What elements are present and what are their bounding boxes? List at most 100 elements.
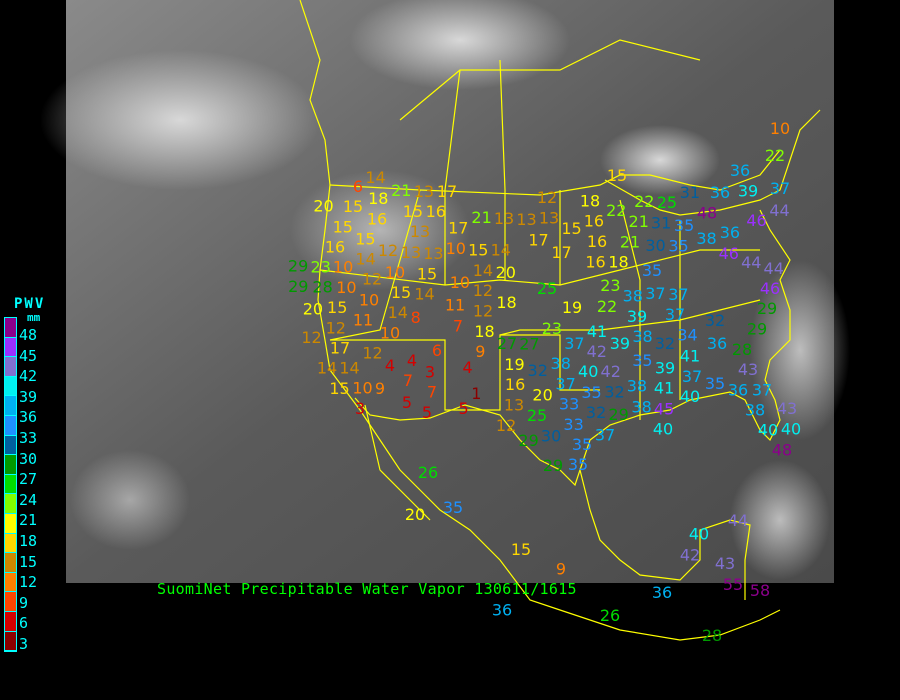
station-pwv-value: 18 <box>608 253 628 272</box>
clouds <box>40 0 850 580</box>
station-pwv-value: 44 <box>769 201 789 220</box>
station-pwv-value: 14 <box>473 261 493 280</box>
color-scale-bar <box>4 317 17 653</box>
color-swatch <box>5 357 16 377</box>
station-pwv-value: 32 <box>655 334 675 353</box>
station-pwv-value: 15 <box>327 298 347 317</box>
station-pwv-value: 46 <box>719 244 739 263</box>
station-pwv-value: 10 <box>352 379 372 398</box>
station-pwv-value: 1 <box>471 384 481 403</box>
station-pwv-value: 39 <box>610 334 630 353</box>
station-pwv-value: 46 <box>746 211 766 230</box>
station-pwv-value: 42 <box>601 362 621 381</box>
station-pwv-value: 22 <box>606 201 626 220</box>
station-pwv-value: 7 <box>427 383 437 402</box>
station-pwv-value: 4 <box>407 351 417 370</box>
station-pwv-value: 10 <box>450 273 470 292</box>
station-pwv-value: 43 <box>715 554 735 573</box>
station-pwv-value: 20 <box>405 505 425 524</box>
station-pwv-value: 32 <box>705 311 725 330</box>
station-pwv-value: 37 <box>665 305 685 324</box>
station-pwv-value: 32 <box>586 403 606 422</box>
station-pwv-value: 14 <box>491 241 511 260</box>
station-pwv-value: 13 <box>410 222 430 241</box>
station-pwv-value: 36 <box>652 583 672 602</box>
legend-tick: 48 <box>19 326 38 344</box>
station-pwv-value: 10 <box>333 258 353 277</box>
station-pwv-value: 15 <box>333 217 353 236</box>
station-pwv-value: 13 <box>494 209 514 228</box>
station-pwv-value: 38 <box>627 377 647 396</box>
legend-tick: 6 <box>19 614 29 633</box>
station-pwv-value: 3 <box>355 399 365 418</box>
station-pwv-value: 14 <box>388 303 408 322</box>
legend-tick: 27 <box>19 470 38 489</box>
station-pwv-value: 17 <box>528 231 548 250</box>
station-pwv-value: 48 <box>772 441 792 460</box>
color-swatch <box>5 592 16 612</box>
station-pwv-value: 13 <box>516 210 536 229</box>
station-pwv-value: 37 <box>682 367 702 386</box>
station-pwv-value: 13 <box>423 244 443 263</box>
legend-tick: 30 <box>19 449 38 468</box>
station-pwv-value: 8 <box>411 308 421 327</box>
color-swatch <box>5 631 16 652</box>
station-pwv-value: 13 <box>504 396 524 415</box>
station-pwv-value: 32 <box>604 383 624 402</box>
station-pwv-value: 14 <box>355 250 375 269</box>
station-pwv-value: 40 <box>758 421 778 440</box>
color-swatch <box>5 337 16 358</box>
station-pwv-value: 40 <box>781 420 801 439</box>
legend-unit: mm <box>27 311 41 324</box>
station-pwv-value: 35 <box>674 216 694 235</box>
station-pwv-value: 17 <box>551 243 571 262</box>
station-pwv-value: 23 <box>600 276 620 295</box>
station-pwv-value: 26 <box>600 606 620 625</box>
station-pwv-value: 37 <box>770 179 790 198</box>
station-pwv-value: 58 <box>750 581 770 600</box>
station-pwv-value: 37 <box>645 284 665 303</box>
station-pwv-value: 23 <box>311 258 331 277</box>
station-pwv-value: 36 <box>492 600 512 619</box>
color-swatch <box>5 435 16 456</box>
station-pwv-value: 34 <box>677 325 697 344</box>
station-pwv-value: 38 <box>623 286 643 305</box>
station-pwv-value: 12 <box>362 343 382 362</box>
station-pwv-value: 44 <box>741 253 761 272</box>
station-pwv-value: 18 <box>580 191 600 210</box>
legend-tick: 18 <box>19 532 38 550</box>
color-swatch <box>5 553 16 573</box>
legend-tick: 45 <box>19 346 38 365</box>
station-pwv-value: 45 <box>654 399 674 418</box>
legend-tick: 15 <box>19 552 38 571</box>
station-pwv-value: 6 <box>353 177 363 196</box>
station-pwv-value: 25 <box>527 406 547 425</box>
station-pwv-value: 10 <box>336 278 356 297</box>
station-pwv-value: 16 <box>367 209 387 228</box>
station-pwv-value: 16 <box>325 237 345 256</box>
station-pwv-value: 15 <box>511 540 531 559</box>
station-pwv-value: 17 <box>448 219 468 238</box>
station-pwv-value: 37 <box>595 426 615 445</box>
station-pwv-value: 13 <box>414 182 434 201</box>
station-pwv-value: 35 <box>443 498 463 517</box>
station-pwv-value: 25 <box>657 193 677 212</box>
legend-title: PWV <box>14 296 46 312</box>
legend-tick: 24 <box>19 490 38 509</box>
station-pwv-value: 11 <box>445 296 465 315</box>
station-pwv-value: 20 <box>313 197 333 216</box>
station-pwv-value: 39 <box>627 307 647 326</box>
station-pwv-value: 14 <box>339 359 359 378</box>
station-pwv-value: 10 <box>380 323 400 342</box>
station-pwv-value: 10 <box>446 239 466 258</box>
station-pwv-value: 21 <box>629 212 649 231</box>
station-pwv-value: 40 <box>653 419 673 438</box>
station-pwv-value: 44 <box>764 259 784 278</box>
station-pwv-value: 41 <box>680 347 700 366</box>
station-pwv-value: 35 <box>668 236 688 255</box>
station-pwv-value: 35 <box>568 455 588 474</box>
legend-tick: 36 <box>19 408 38 427</box>
station-pwv-value: 21 <box>391 181 411 200</box>
station-pwv-value: 12 <box>378 241 398 260</box>
